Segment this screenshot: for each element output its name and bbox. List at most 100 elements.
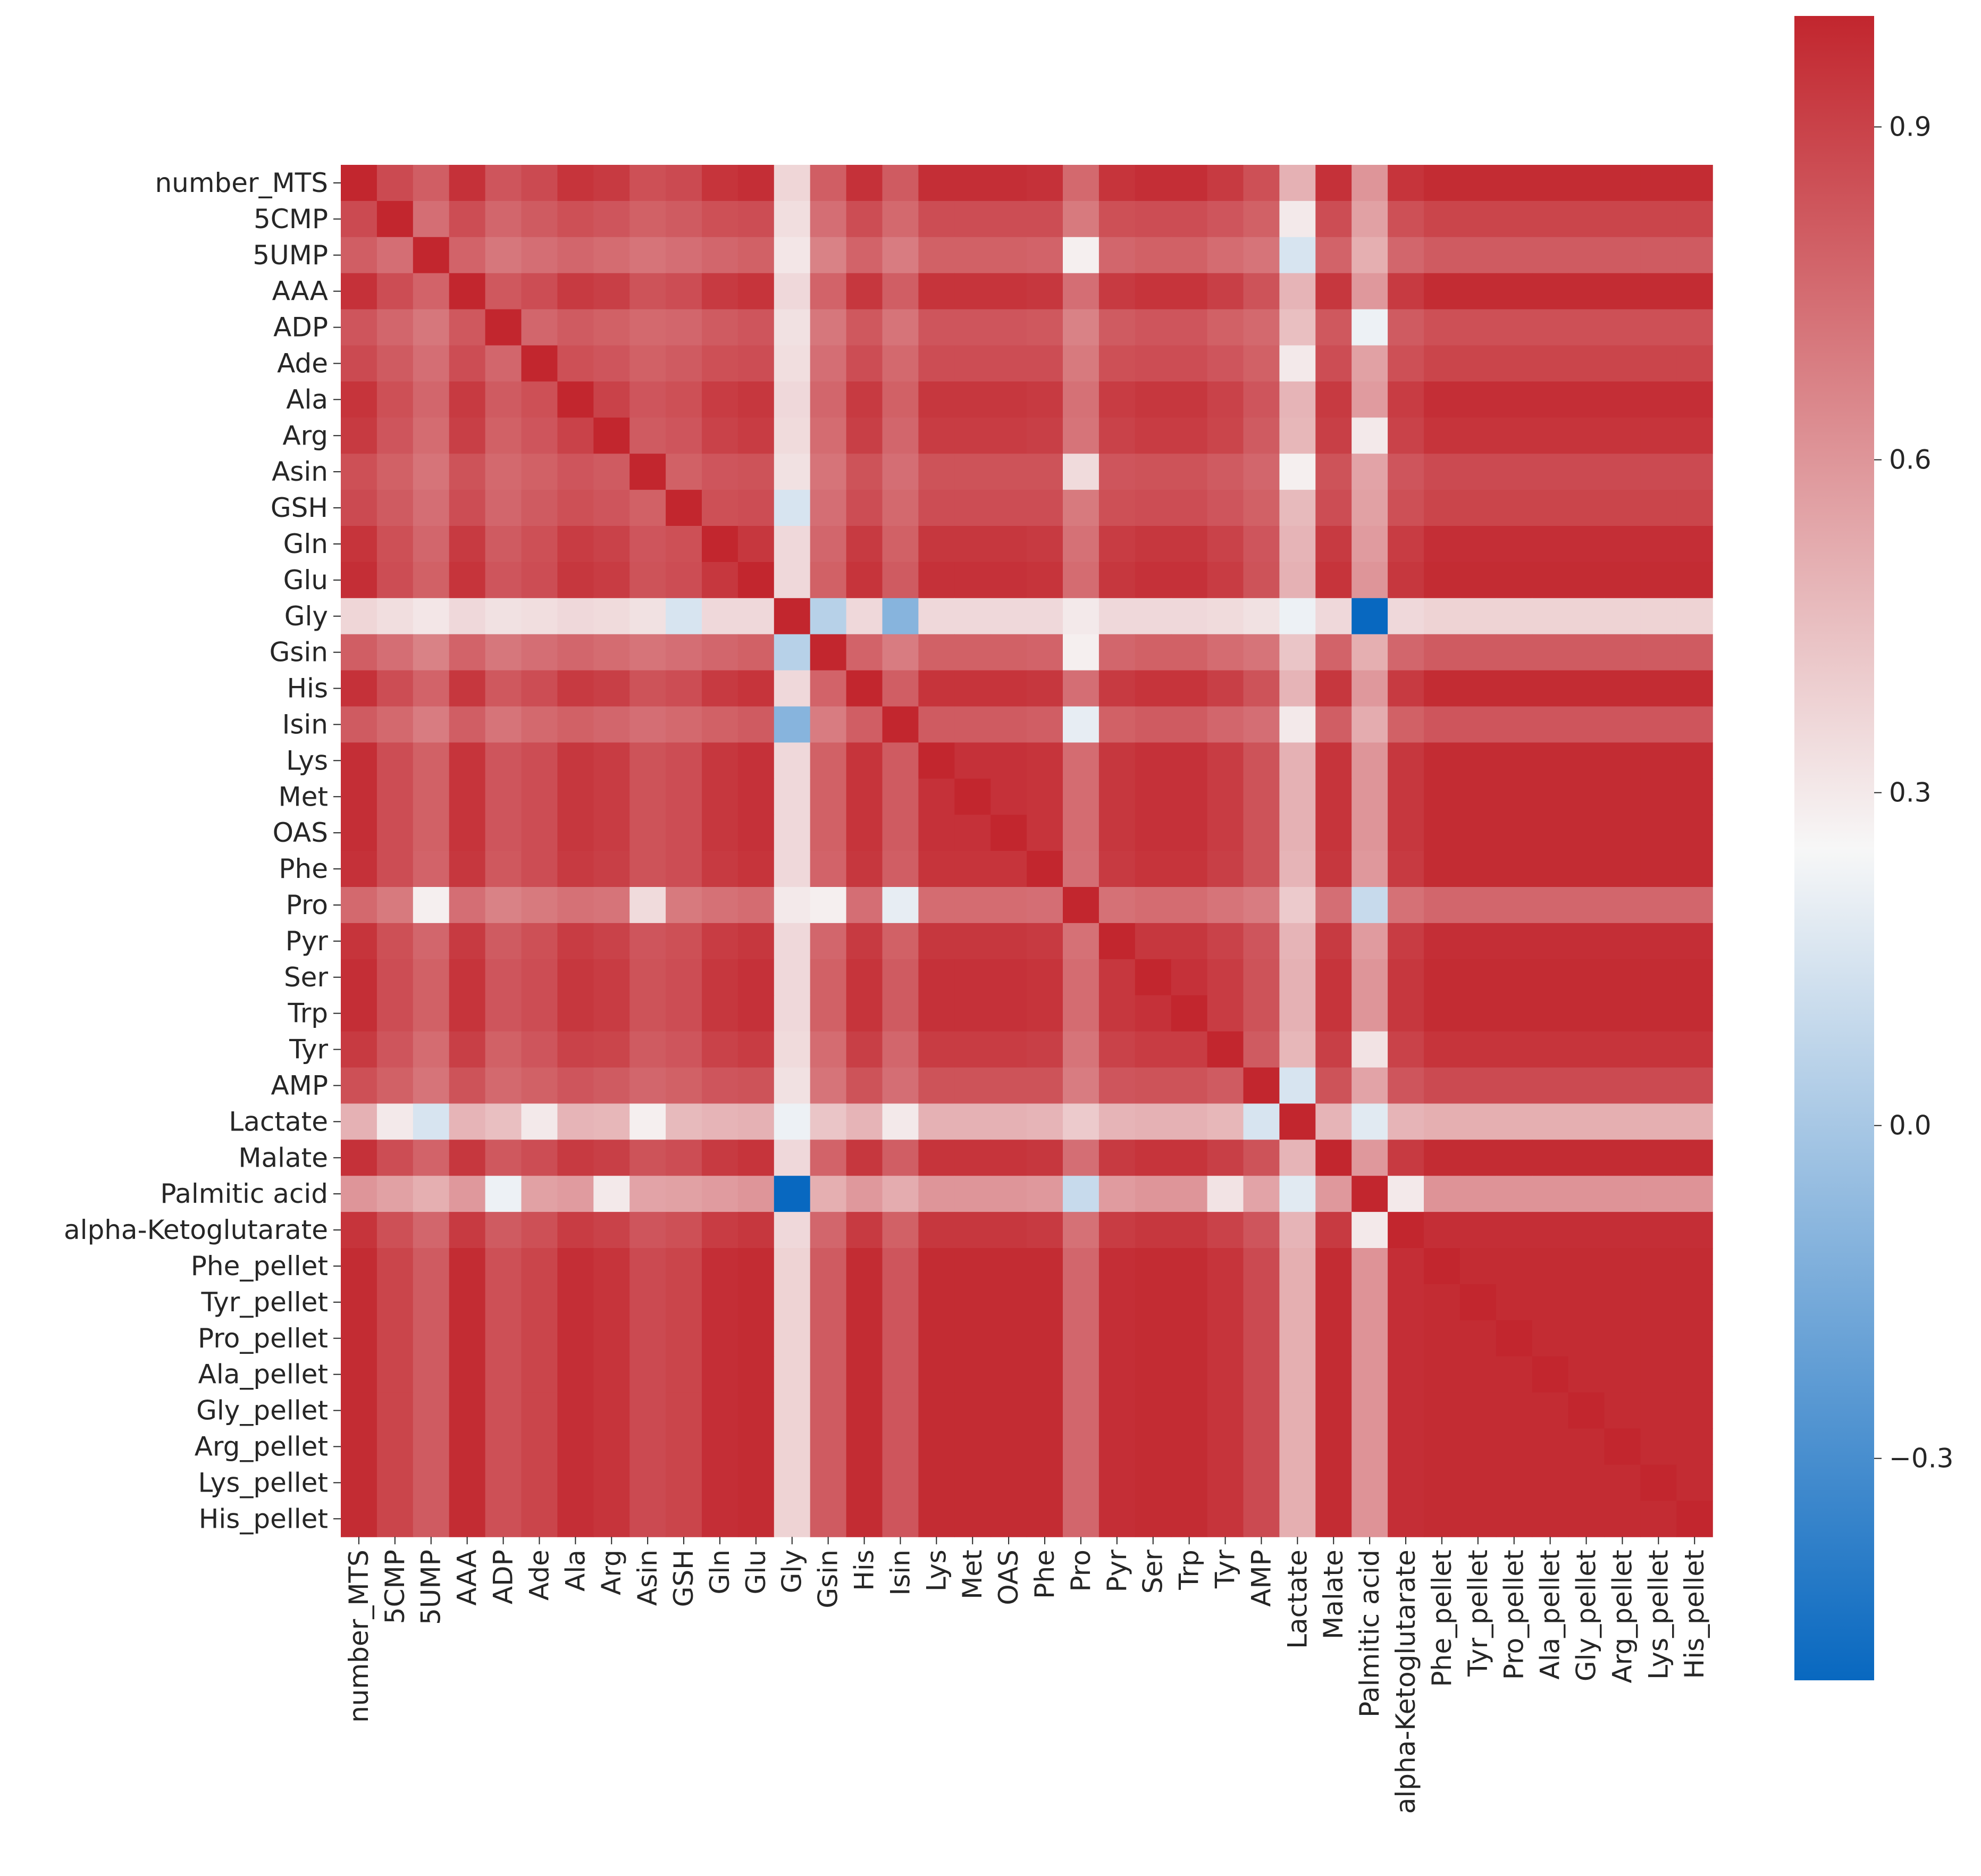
heatmap-cell (666, 526, 702, 563)
heatmap-cell (413, 1248, 450, 1285)
heatmap-cell (1459, 165, 1497, 202)
heatmap-cell (557, 562, 594, 599)
heatmap-cell (1352, 778, 1388, 815)
heatmap-cell (990, 742, 1027, 779)
heatmap-cell (413, 887, 450, 924)
heatmap-cell (737, 1248, 775, 1285)
heatmap-cell (882, 1356, 919, 1393)
heatmap-cell (376, 995, 414, 1032)
heatmap-cell (954, 887, 991, 924)
heatmap-cell (1098, 1320, 1136, 1357)
heatmap-cell (666, 1176, 702, 1212)
heatmap-cell (1424, 200, 1460, 238)
y-tick-label: Tyr (289, 1034, 328, 1065)
heatmap-cell (737, 1176, 775, 1212)
heatmap-cell (1352, 670, 1388, 707)
heatmap-cell (882, 381, 919, 418)
heatmap-cell (1496, 490, 1533, 526)
heatmap-cell (954, 1067, 991, 1104)
heatmap-cell (629, 309, 666, 346)
heatmap-cell (810, 1176, 847, 1212)
heatmap-cell (1676, 778, 1713, 815)
heatmap-cell (449, 1428, 486, 1465)
heatmap-cell (521, 237, 558, 274)
heatmap-cell (1640, 237, 1677, 274)
heatmap-cell (376, 1176, 414, 1212)
heatmap-cell (521, 381, 558, 418)
heatmap-cell (1640, 923, 1677, 960)
heatmap-cell (846, 1356, 883, 1393)
y-tick-label: Tyr_pellet (200, 1287, 328, 1318)
heatmap-cell (593, 815, 630, 851)
heatmap-cell (1063, 1248, 1099, 1285)
heatmap-cell (376, 309, 414, 346)
heatmap-cell (1352, 851, 1388, 887)
heatmap-cell (1568, 670, 1605, 707)
heatmap-cell (774, 959, 811, 996)
heatmap-cell (1207, 1284, 1244, 1321)
heatmap-cell (774, 454, 811, 490)
heatmap-cell (1532, 1428, 1569, 1465)
heatmap-cell (1315, 1356, 1352, 1393)
heatmap-cell (810, 526, 847, 563)
heatmap-cell (918, 1464, 955, 1501)
heatmap-cell (1388, 1428, 1424, 1465)
heatmap-cell (413, 1320, 450, 1357)
heatmap-cell (1279, 1031, 1316, 1068)
heatmap-cell (1388, 237, 1424, 274)
heatmap-cell (1063, 598, 1099, 635)
heatmap-cell (376, 634, 414, 671)
heatmap-cell (341, 273, 377, 310)
heatmap-cell (1604, 237, 1641, 274)
heatmap-cell (1207, 1176, 1244, 1212)
heatmap-cell (449, 237, 486, 274)
heatmap-cell (376, 598, 414, 635)
heatmap-cell (1098, 1392, 1136, 1429)
heatmap-cell (557, 634, 594, 671)
heatmap-cell (593, 562, 630, 599)
heatmap-cell (1243, 562, 1280, 599)
heatmap-cell (990, 309, 1027, 346)
heatmap-cell (1027, 778, 1063, 815)
heatmap-cell (1279, 490, 1316, 526)
heatmap-cell (1532, 634, 1569, 671)
heatmap-cell (1388, 1103, 1424, 1140)
heatmap-cell (990, 598, 1027, 635)
heatmap-cell (1315, 1212, 1352, 1249)
heatmap-cell (521, 1103, 558, 1140)
heatmap-cell (666, 454, 702, 490)
heatmap-cell (413, 634, 450, 671)
heatmap-cell (1063, 815, 1099, 851)
heatmap-cell (593, 237, 630, 274)
heatmap-cell (1568, 345, 1605, 382)
heatmap-cell (629, 273, 666, 310)
heatmap-cell (810, 381, 847, 418)
heatmap-cell (593, 706, 630, 743)
heatmap-cell (1171, 490, 1208, 526)
heatmap-cell (485, 851, 522, 887)
heatmap-cell (1424, 1248, 1460, 1285)
heatmap-cell (1459, 490, 1497, 526)
y-tick-label: Asin (272, 456, 328, 487)
heatmap-cell (593, 1067, 630, 1104)
x-tick-label: OAS (993, 1550, 1024, 1605)
heatmap-cell (918, 1320, 955, 1357)
heatmap-cell (1063, 454, 1099, 490)
heatmap-cell (1388, 562, 1424, 599)
heatmap-cell (990, 887, 1027, 924)
heatmap-cell (1424, 742, 1460, 779)
heatmap-cell (1279, 309, 1316, 346)
heatmap-cell (1171, 381, 1208, 418)
heatmap-cell (449, 742, 486, 779)
x-tick-label: Asin (632, 1550, 663, 1606)
heatmap-cell (1135, 200, 1172, 238)
heatmap-cell (1171, 598, 1208, 635)
heatmap-cell (1676, 887, 1713, 924)
heatmap-cell (341, 598, 377, 635)
heatmap-cell (1063, 309, 1099, 346)
heatmap-cell (737, 1464, 775, 1501)
heatmap-cell (1207, 1248, 1244, 1285)
heatmap-cell (990, 1464, 1027, 1501)
heatmap-cell (990, 1501, 1027, 1537)
heatmap-cell (918, 923, 955, 960)
